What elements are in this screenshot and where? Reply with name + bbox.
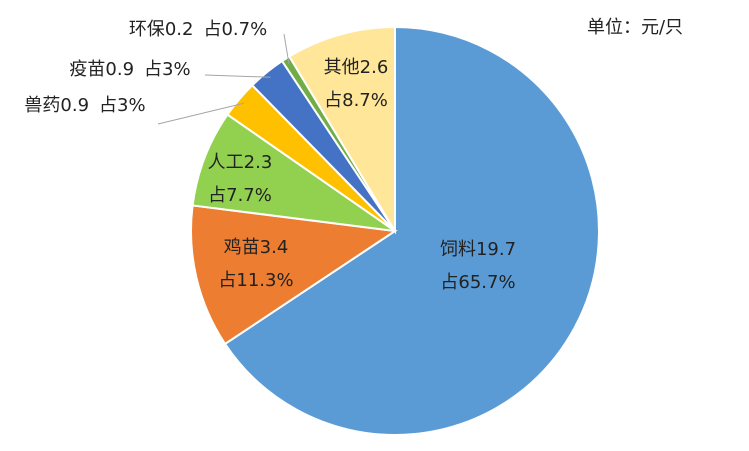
value-label: 19.7 <box>476 239 516 260</box>
percent-label: 占3% <box>144 59 191 80</box>
data-label: 兽药0.9 占3% <box>24 95 145 116</box>
category-label: 疫苗 <box>69 59 105 80</box>
leader-line <box>157 102 244 125</box>
value-label: 0.9 <box>105 59 134 80</box>
pie-slice <box>287 25 396 235</box>
value-label: 2.3 <box>244 152 273 173</box>
data-label: 鸡苗3.4 占11.3% <box>218 237 293 291</box>
category-label: 兽药 <box>24 95 60 116</box>
category-label: 鸡苗 <box>224 237 260 258</box>
pie-slice <box>191 113 396 232</box>
data-label: 疫苗0.9 占3% <box>69 59 190 80</box>
value-label: 2.6 <box>360 57 389 78</box>
percent-label: 占0.7% <box>203 19 267 40</box>
percent-label: 占8.7% <box>324 90 388 111</box>
category-label: 人工 <box>208 152 244 173</box>
value-label: 0.2 <box>165 19 194 40</box>
data-label: 人工2.3 占7.7% <box>208 152 273 206</box>
unit-label: 单位：元/只 <box>587 17 683 38</box>
percent-label: 占11.3% <box>218 270 293 291</box>
data-label: 环保0.2 占0.7% <box>129 19 267 40</box>
category-label: 其他 <box>324 57 360 78</box>
leader-line <box>204 74 271 78</box>
category-label: 饲料 <box>440 239 476 260</box>
pie-slice <box>223 25 600 436</box>
value-label: 0.9 <box>60 95 89 116</box>
percent-label: 占3% <box>99 95 146 116</box>
data-label: 其他2.6 占8.7% <box>324 57 389 111</box>
value-label: 3.4 <box>260 237 289 258</box>
data-label: 饲料19.7 占65.7% <box>440 239 516 293</box>
leader-line <box>283 33 290 65</box>
pie-slice <box>190 204 398 346</box>
percent-label: 占65.7% <box>440 272 515 293</box>
category-label: 环保 <box>129 19 165 40</box>
percent-label: 占7.7% <box>208 185 272 206</box>
